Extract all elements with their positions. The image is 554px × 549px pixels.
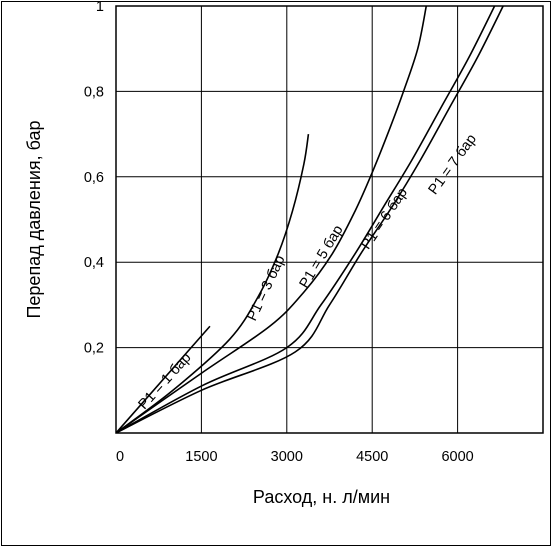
curve-label-2: P1 = 3 бар (244, 253, 288, 324)
curve-label-4: P1 = 6 бар (358, 185, 411, 252)
curve-label-5: P1 = 7 бар (426, 131, 480, 197)
series-line-5 (116, 6, 504, 433)
series-line-1 (116, 325, 211, 433)
y-tick-label: 0,8 (84, 84, 104, 100)
x-tick-label: 4500 (356, 449, 388, 465)
plot-area-border (115, 5, 544, 434)
x-tick-label: 1500 (185, 449, 217, 465)
curve-label-3: P1 = 5 бар (297, 223, 347, 292)
x-tick-label: 0 (116, 449, 124, 465)
curves (116, 6, 504, 433)
curve-label-1: P1 = 1 бар (136, 350, 195, 413)
grid (116, 6, 543, 433)
series-line-4 (116, 6, 496, 433)
tick-labels: 0 1500 3000 4500 6000 0,2 0,4 0,6 0,8 1 (84, 0, 474, 465)
x-axis-title: Расход, н. л/мин (253, 487, 390, 507)
y-tick-label: 0,6 (84, 170, 104, 186)
series-line-2 (116, 133, 310, 433)
series-line-3 (116, 6, 428, 433)
x-tick-label: 3000 (271, 449, 303, 465)
y-tick-label: 0,4 (84, 255, 104, 271)
y-axis-title: Перепад давления, бар (24, 120, 44, 318)
x-tick-label: 6000 (441, 449, 473, 465)
y-tick-label: 1 (96, 0, 104, 15)
y-tick-label: 0,2 (84, 341, 104, 357)
